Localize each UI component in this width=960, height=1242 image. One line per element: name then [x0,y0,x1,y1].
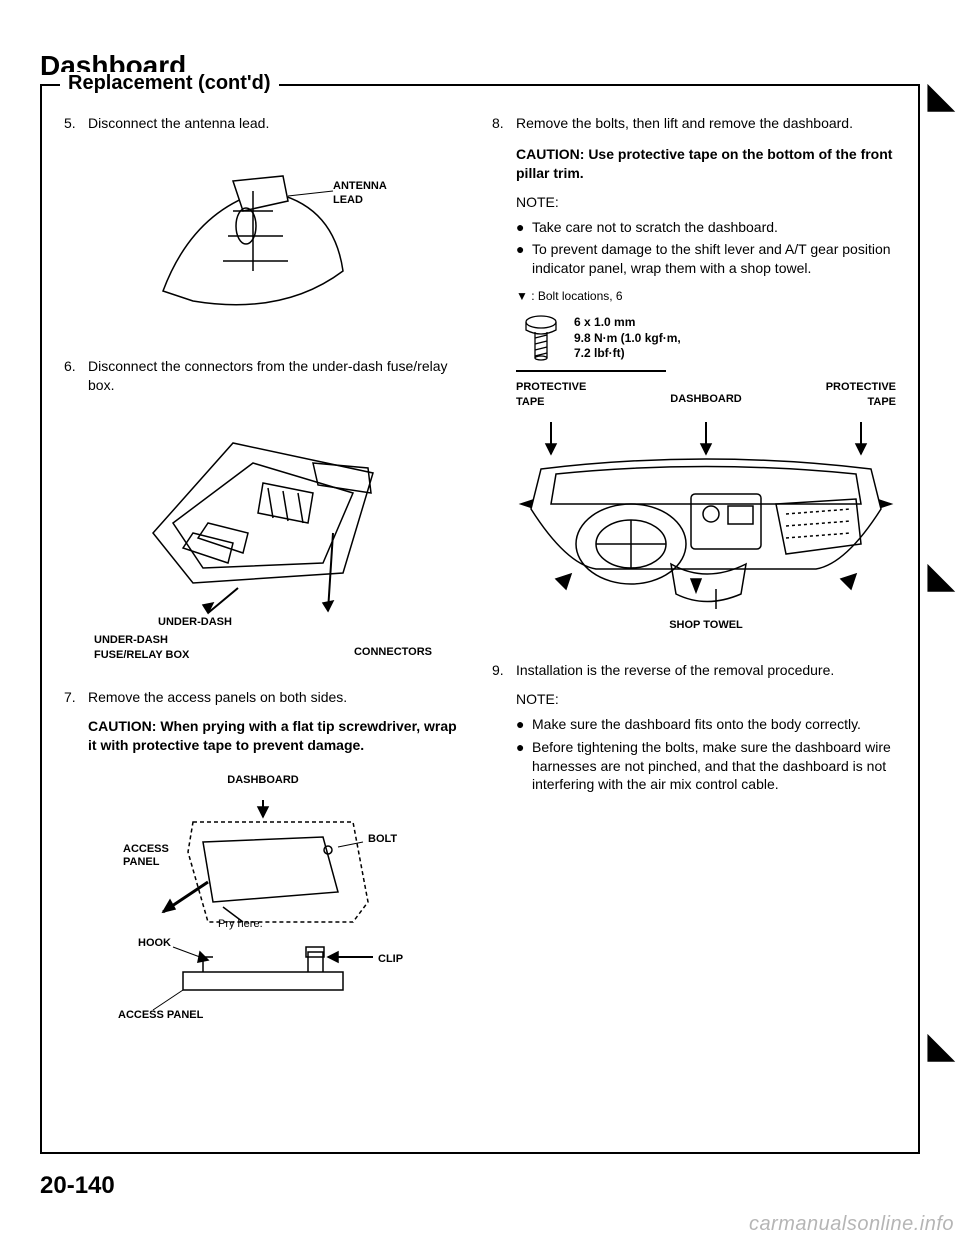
bullet-text: Make sure the dashboard fits onto the bo… [532,715,861,734]
step-num: 9. [492,661,516,798]
bolt-spec-box: 6 x 1.0 mm 9.8 N·m (1.0 kgf·m, 7.2 lbf·f… [516,308,896,368]
spec-line: 6 x 1.0 mm [574,315,635,329]
bullet-item: ● Before tightening the bolts, make sure… [516,738,896,795]
step-7: 7. Remove the access panels on both side… [64,688,462,755]
step-9-body: Installation is the reverse of the remov… [516,661,896,798]
figure-dashboard [516,414,896,614]
section-label: Replacement (cont'd) [60,72,279,95]
two-columns: 5. Disconnect the antenna lead. ANTENNA [64,114,896,1048]
panel-label: PANEL [123,856,160,868]
bullet-item: ● Make sure the dashboard fits onto the … [516,715,896,734]
fusebox-label: UNDER-DASH FUSE/RELAY BOX [94,633,189,663]
step-8-body: Remove the bolts, then lift and remove t… [516,114,896,633]
bolt-spec-text: 6 x 1.0 mm 9.8 N·m (1.0 kgf·m, 7.2 lbf·f… [574,315,681,362]
step-num: 5. [64,114,88,133]
fusebox-diagram-icon: UNDER-DASH [113,413,413,633]
bolt-label: BOLT [368,833,397,845]
dashboard-center-label: DASHBOARD [643,380,770,410]
figure-access-panel: DASHBOARD ACCESS [64,773,462,1022]
note-9-header: NOTE: [516,690,896,709]
access-label: ACCESS [123,843,169,855]
access-panel-diagram-icon: ACCESS PANEL BOLT Pry here. [113,792,413,932]
dashboard-figure-labels: PROTECTIVETAPE DASHBOARD PROTECTIVETAPE [516,380,896,410]
pry-label: Pry here. [218,918,263,930]
step-text: Remove the access panels on both sides. [88,688,462,707]
protective-tape-right: PROTECTIVETAPE [769,380,896,410]
watermark: carmanualsonline.info [749,1213,954,1236]
bullet-dot-icon: ● [516,715,532,734]
hook-label: HOOK [138,937,171,949]
bullet-text: Before tightening the bolts, make sure t… [532,738,896,795]
bullet-text: To prevent damage to the shift lever and… [532,240,896,278]
step-6: 6. Disconnect the connectors from the un… [64,357,462,395]
antenna-label: ANTENNA [333,180,387,192]
step-7-body: Remove the access panels on both sides. … [88,688,462,755]
figure-fusebox: UNDER-DASH UNDER-DASH FUSE/RELAY BOX CON… [64,413,462,663]
step-8: 8. Remove the bolts, then lift and remov… [492,114,896,633]
note-8-bullets: ● Take care not to scratch the dashboard… [516,218,896,279]
access-panel-2-label: ACCESS PANEL [118,1009,204,1021]
step-text: Disconnect the connectors from the under… [88,357,462,395]
left-column: 5. Disconnect the antenna lead. ANTENNA [64,114,462,1048]
figure-antenna: ANTENNA LEAD [64,151,462,331]
step-text: Disconnect the antenna lead. [88,114,462,133]
lead-label: LEAD [333,194,363,206]
hook-clip-diagram-icon: HOOK CLIP ACCESS PANEL [113,932,413,1022]
manual-page: Dashboard Replacement (cont'd) 5. Discon… [0,0,960,1242]
antenna-diagram-icon: ANTENNA LEAD [133,151,393,331]
dashboard-label: DASHBOARD [64,773,462,788]
underdash-label: UNDER-DASH [158,616,232,628]
note-9-bullets: ● Make sure the dashboard fits onto the … [516,715,896,795]
caution-8: CAUTION: Use protective tape on the bott… [516,145,896,183]
label-line2: FUSE/RELAY BOX [94,649,189,661]
right-column: 8. Remove the bolts, then lift and remov… [492,114,896,1048]
shop-towel-label: SHOP TOWEL [516,618,896,633]
bullet-dot-icon: ● [516,240,532,278]
bolt-locations-label: ▼ : Bolt locations, 6 [516,288,896,304]
side-mark-icon: ◣ [928,1026,954,1066]
bullet-item: ● To prevent damage to the shift lever a… [516,240,896,278]
page-number: 20-140 [40,1172,920,1200]
step-text: Remove the bolts, then lift and remove t… [516,114,896,133]
spec-line: 7.2 lbf·ft) [574,346,625,360]
section-box: Replacement (cont'd) 5. Disconnect the a… [40,84,920,1154]
bullet-dot-icon: ● [516,218,532,237]
step-text: Installation is the reverse of the remov… [516,661,896,680]
step-5: 5. Disconnect the antenna lead. [64,114,462,133]
bullet-dot-icon: ● [516,738,532,795]
spec-divider [516,370,666,372]
bolt-icon [516,308,566,368]
spec-line: 9.8 N·m (1.0 kgf·m, [574,331,681,345]
bullet-item: ● Take care not to scratch the dashboard… [516,218,896,237]
label-line1: UNDER-DASH [94,634,168,646]
dashboard-diagram-icon [516,414,896,614]
step-num: 8. [492,114,516,633]
connectors-label: CONNECTORS [354,633,432,663]
step-num: 7. [64,688,88,755]
step-num: 6. [64,357,88,395]
side-mark-icon: ◣ [928,556,954,596]
clip-label: CLIP [378,953,403,965]
bullet-text: Take care not to scratch the dashboard. [532,218,778,237]
protective-tape-left: PROTECTIVETAPE [516,380,643,410]
note-8-header: NOTE: [516,193,896,212]
caution-7: CAUTION: When prying with a flat tip scr… [88,717,462,755]
step-9: 9. Installation is the reverse of the re… [492,661,896,798]
side-scan-marks: ◣ ◣ ◣ [924,86,954,1152]
side-mark-icon: ◣ [928,76,954,116]
